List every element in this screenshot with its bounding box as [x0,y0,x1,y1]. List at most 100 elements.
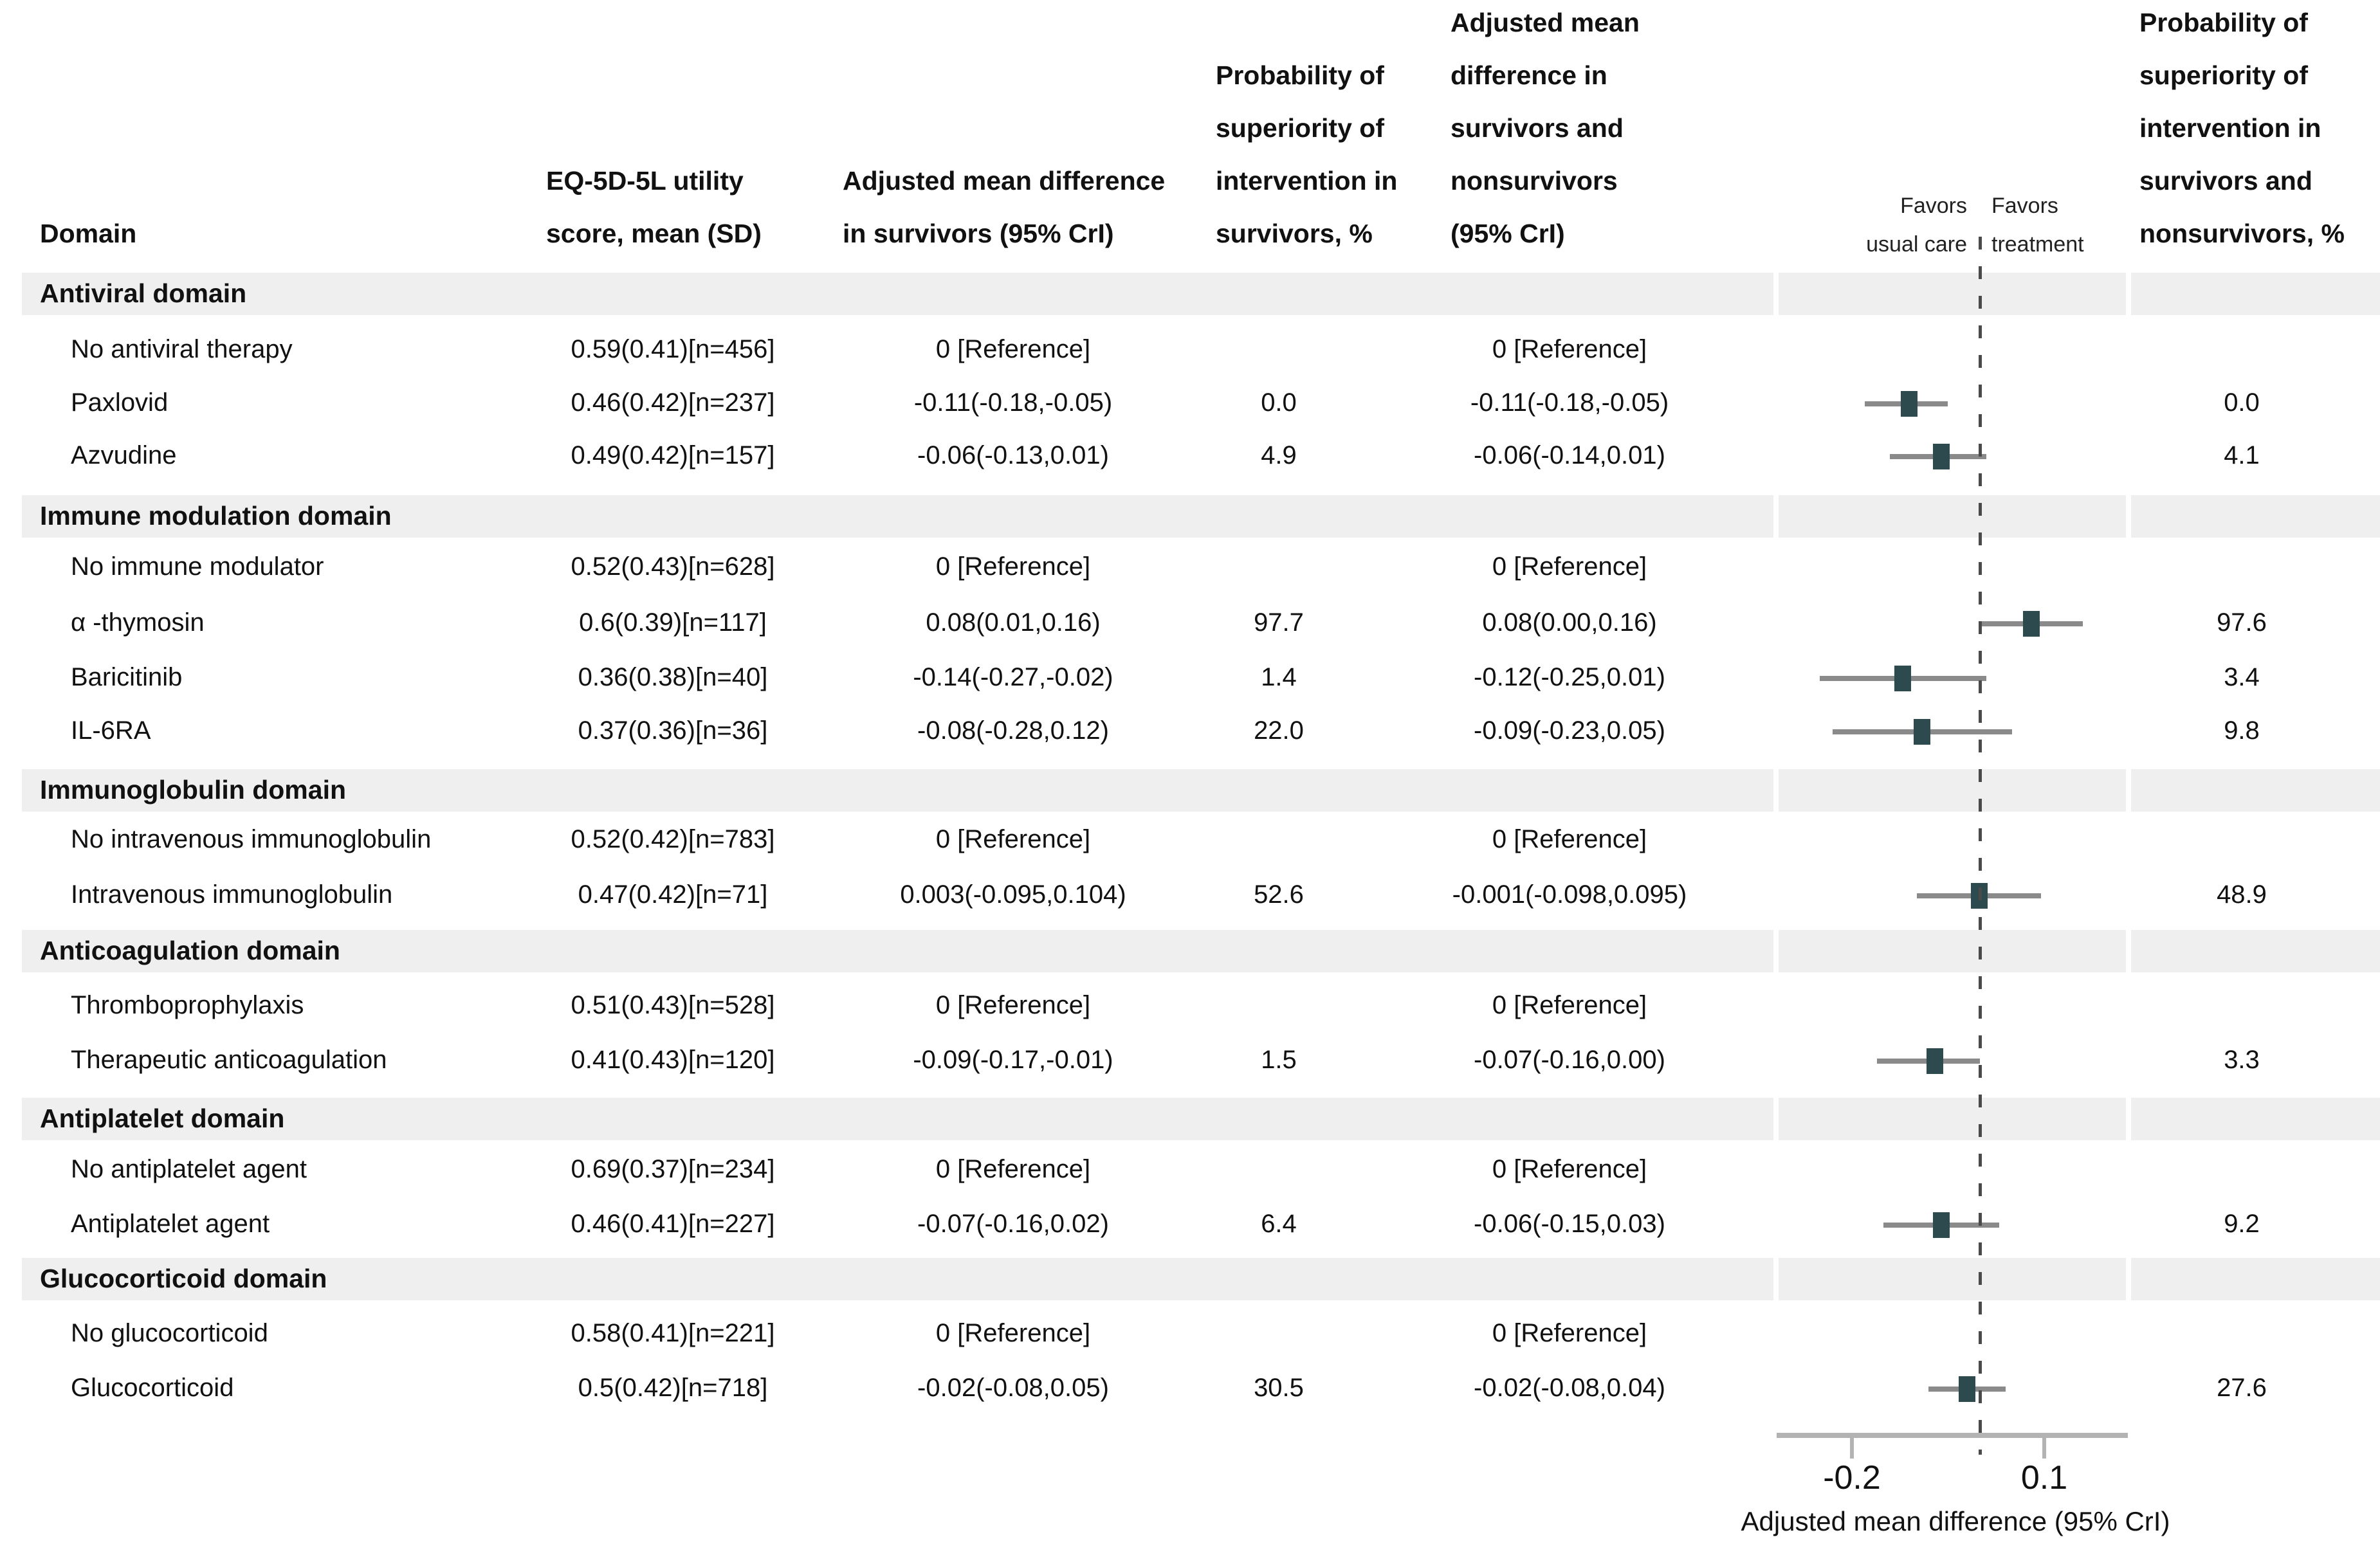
header-line: survivors, % [1216,219,1373,248]
amd-all-value: -0.06(-0.14,0.01) [1474,441,1665,469]
prob-survivors-value: 4.9 [1261,441,1297,469]
amd-all-value: -0.11(-0.18,-0.05) [1470,388,1669,417]
row-label: Thromboprophylaxis [71,991,304,1019]
amd-survivors-value: 0.08(0.01,0.16) [926,608,1101,637]
amd-all-value: 0 [Reference] [1492,335,1647,363]
eq5d-value: 0.46(0.42)[n=237] [571,388,775,417]
amd-all-value: 0 [Reference] [1492,825,1647,853]
x-axis-tick [1850,1438,1854,1459]
point-estimate-marker [1933,444,1950,469]
column-header-prob-survivors: Probability of superiority of interventi… [1216,49,1397,260]
header-line: (95% CrI) [1451,219,1565,248]
prob-survivors-value: 30.5 [1254,1374,1304,1402]
amd-all-value: 0 [Reference] [1492,991,1647,1019]
row-label: α -thymosin [71,608,205,637]
favors-line: usual care [1866,232,1967,257]
header-line: superiority of [1216,113,1384,143]
amd-all-value: 0 [Reference] [1492,552,1647,581]
row-label: Baricitinib [71,663,183,691]
amd-survivors-value: -0.07(-0.16,0.02) [917,1210,1109,1238]
domain-band [22,769,1773,812]
amd-all-value: -0.06(-0.15,0.03) [1474,1210,1665,1238]
amd-survivors-value: 0 [Reference] [935,552,1091,581]
eq5d-value: 0.51(0.43)[n=528] [571,991,775,1019]
prob-survivors-value: 6.4 [1261,1210,1297,1238]
domain-section-title: Anticoagulation domain [40,936,340,965]
eq5d-value: 0.47(0.42)[n=71] [578,880,768,909]
domain-band [22,930,1773,972]
header-line: superiority of [2139,60,2308,90]
header-line: intervention in [2139,113,2321,143]
prob-survivors-value: 1.4 [1261,663,1297,691]
x-axis-tick-label: 0.1 [2020,1459,2068,1496]
prob-all-value: 48.9 [2217,880,2267,909]
amd-survivors-value: 0 [Reference] [935,991,1091,1019]
header-line: survivors and [2139,166,2312,196]
header-line: Probability of [1216,60,1384,90]
amd-all-value: 0 [Reference] [1492,1319,1647,1347]
column-header-domain: Domain [40,207,136,260]
eq5d-value: 0.46(0.41)[n=227] [571,1210,775,1238]
domain-band [2131,495,2380,538]
eq5d-value: 0.59(0.41)[n=456] [571,335,775,363]
amd-all-value: -0.09(-0.23,0.05) [1474,716,1665,745]
point-estimate-marker [1933,1212,1950,1238]
prob-all-value: 4.1 [2224,441,2260,469]
row-label: Azvudine [71,441,177,469]
domain-band [1779,1098,2126,1140]
row-label: No glucocorticoid [71,1319,268,1347]
header-line: difference in [1451,60,1607,90]
domain-band [2131,930,2380,972]
domain-band [1779,769,2126,812]
domain-band [22,1098,1773,1140]
row-label: No antiplatelet agent [71,1155,307,1183]
prob-all-value: 9.2 [2224,1210,2260,1238]
point-estimate-marker [1959,1376,1976,1402]
row-label: No immune modulator [71,552,324,581]
prob-survivors-value: 0.0 [1261,388,1297,417]
domain-band [1779,273,2126,315]
eq5d-value: 0.36(0.38)[n=40] [578,663,768,691]
row-label: Antiplatelet agent [71,1210,270,1238]
point-estimate-marker [1894,666,1912,691]
prob-all-value: 27.6 [2217,1374,2267,1402]
domain-band [2131,1098,2380,1140]
domain-band [22,273,1773,315]
header-line: Adjusted mean difference [843,166,1166,196]
x-axis-tick [2042,1438,2046,1459]
domain-band [2131,769,2380,812]
x-axis-title: Adjusted mean difference (95% CrI) [1741,1506,2170,1536]
column-header-amd-all: Adjusted mean difference in survivors an… [1451,0,1640,260]
amd-survivors-value: -0.11(-0.18,-0.05) [913,388,1113,417]
prob-survivors-value: 22.0 [1254,716,1304,745]
row-label: Intravenous immunoglobulin [71,880,393,909]
row-label: IL-6RA [71,716,151,745]
eq5d-value: 0.58(0.41)[n=221] [571,1319,775,1347]
domain-band [2131,273,2380,315]
eq5d-value: 0.37(0.36)[n=36] [578,716,768,745]
amd-all-value: -0.12(-0.25,0.01) [1474,663,1665,691]
eq5d-value: 0.41(0.43)[n=120] [571,1046,775,1074]
header-line: in survivors (95% CrI) [843,219,1114,248]
eq5d-value: 0.5(0.42)[n=718] [578,1374,768,1402]
amd-survivors-value: 0.003(-0.095,0.104) [900,880,1126,909]
favors-treatment-label: Favors treatment [1991,186,2084,264]
eq5d-value: 0.49(0.42)[n=157] [571,441,775,469]
header-line: survivors and [1451,113,1624,143]
domain-section-title: Immunoglobulin domain [40,775,347,805]
amd-all-value: 0.08(0.00,0.16) [1482,608,1657,637]
header-line: nonsurvivors, % [2139,219,2345,248]
amd-survivors-value: -0.14(-0.27,-0.02) [913,663,1113,691]
amd-survivors-value: -0.08(-0.28,0.12) [917,716,1109,745]
favors-line: Favors [1991,194,2058,218]
column-header-prob-all: Probability of superiority of interventi… [2139,0,2345,260]
point-estimate-marker [1927,1048,1944,1074]
eq5d-value: 0.52(0.43)[n=628] [571,552,775,581]
prob-all-value: 9.8 [2224,716,2260,745]
header-line: Domain [40,219,137,248]
header-line: nonsurvivors [1451,166,1618,196]
amd-survivors-value: 0 [Reference] [935,1155,1091,1183]
prob-all-value: 3.3 [2224,1046,2260,1074]
row-label: Paxlovid [71,388,169,417]
row-label: No intravenous immunoglobulin [71,825,432,853]
